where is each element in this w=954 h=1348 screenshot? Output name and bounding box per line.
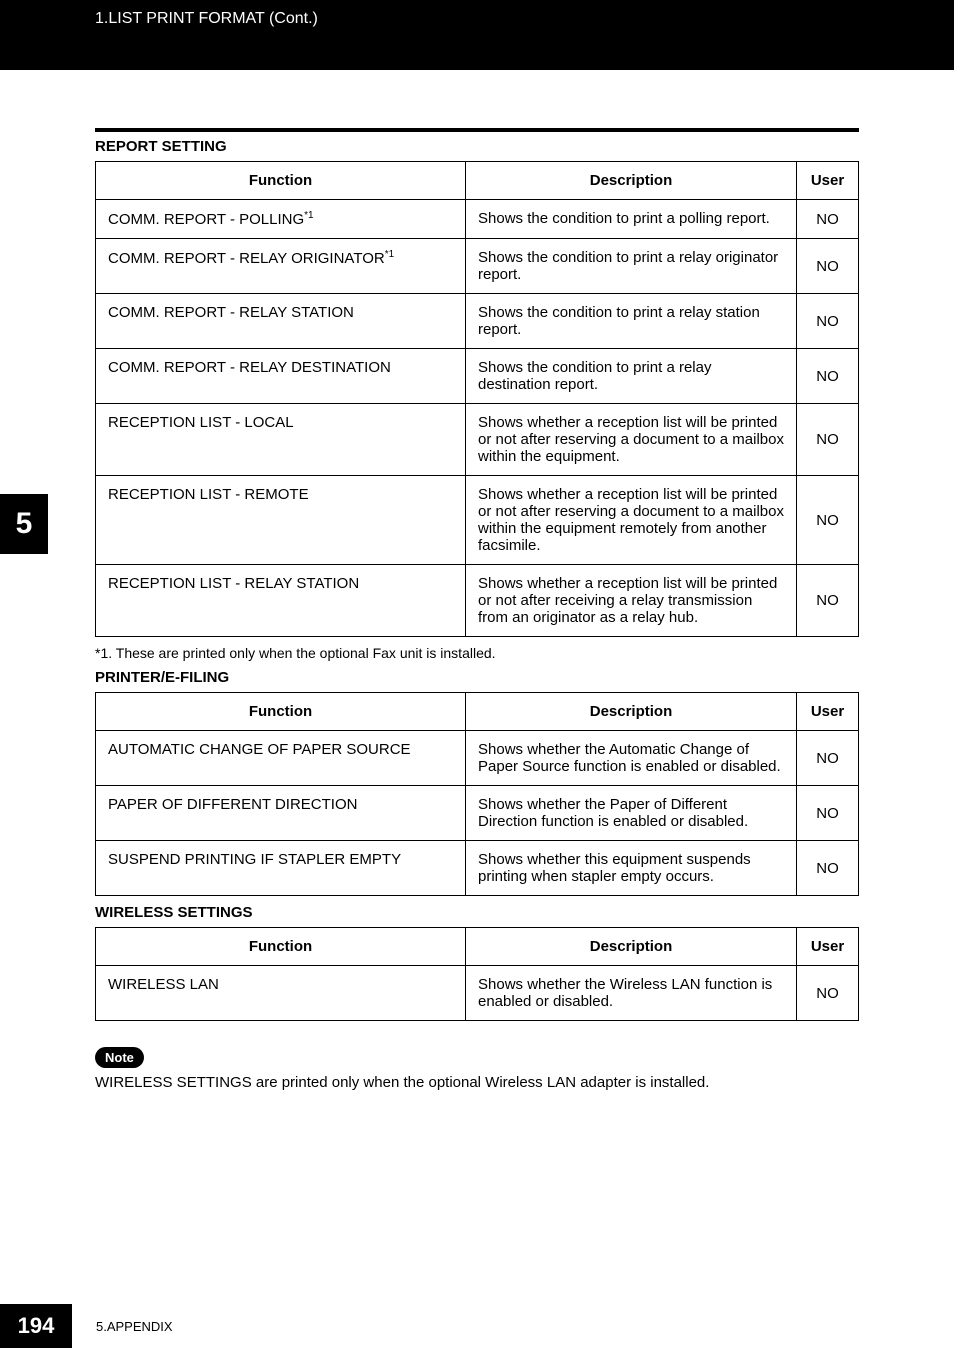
cell-function: WIRELESS LAN	[96, 966, 466, 1021]
report-section-title: REPORT SETTING	[95, 138, 859, 155]
table-row: PAPER OF DIFFERENT DIRECTION Shows wheth…	[96, 786, 859, 841]
func-text: COMM. REPORT - RELAY STATION	[108, 304, 354, 321]
cell-user: NO	[797, 349, 859, 404]
note-text: WIRELESS SETTINGS are printed only when …	[95, 1074, 859, 1091]
cell-function: PAPER OF DIFFERENT DIRECTION	[96, 786, 466, 841]
cell-function: RECEPTION LIST - RELAY STATION	[96, 565, 466, 637]
table-header-row: Function Description User	[96, 928, 859, 966]
table-header-row: Function Description User	[96, 693, 859, 731]
chapter-tab: 5	[0, 494, 48, 554]
cell-function: COMM. REPORT - RELAY ORIGINATOR*1	[96, 239, 466, 294]
table-row: COMM. REPORT - POLLING*1 Shows the condi…	[96, 200, 859, 239]
cell-description: Shows whether a reception list will be p…	[466, 476, 797, 565]
table-header-row: Function Description User	[96, 162, 859, 200]
func-text: COMM. REPORT - RELAY DESTINATION	[108, 359, 391, 376]
col-user: User	[797, 693, 859, 731]
printer-table: Function Description User AUTOMATIC CHAN…	[95, 692, 859, 896]
header-bar: 1.LIST PRINT FORMAT (Cont.)	[0, 0, 954, 70]
chapter-number: 5	[16, 507, 33, 541]
cell-description: Shows the condition to print a relay ori…	[466, 239, 797, 294]
table-row: RECEPTION LIST - LOCAL Shows whether a r…	[96, 404, 859, 476]
col-function: Function	[96, 162, 466, 200]
content-area: REPORT SETTING Function Description User…	[0, 70, 954, 1091]
col-function: Function	[96, 928, 466, 966]
func-text: COMM. REPORT - RELAY ORIGINATOR	[108, 250, 385, 267]
cell-function: COMM. REPORT - RELAY STATION	[96, 294, 466, 349]
cell-user: NO	[797, 200, 859, 239]
func-text: RECEPTION LIST - REMOTE	[108, 486, 309, 503]
cell-user: NO	[797, 404, 859, 476]
cell-description: Shows the condition to print a relay des…	[466, 349, 797, 404]
table-row: AUTOMATIC CHANGE OF PAPER SOURCE Shows w…	[96, 731, 859, 786]
table-row: RECEPTION LIST - REMOTE Shows whether a …	[96, 476, 859, 565]
breadcrumb: 1.LIST PRINT FORMAT (Cont.)	[95, 10, 318, 28]
cell-user: NO	[797, 786, 859, 841]
func-sup: *1	[304, 210, 313, 221]
report-footnote: *1. These are printed only when the opti…	[95, 645, 859, 661]
cell-function: RECEPTION LIST - LOCAL	[96, 404, 466, 476]
cell-user: NO	[797, 966, 859, 1021]
cell-description: Shows whether the Wireless LAN function …	[466, 966, 797, 1021]
col-description: Description	[466, 928, 797, 966]
footer-text: 5.APPENDIX	[96, 1319, 173, 1334]
report-table: Function Description User COMM. REPORT -…	[95, 161, 859, 637]
cell-description: Shows the condition to print a polling r…	[466, 200, 797, 239]
cell-function: SUSPEND PRINTING IF STAPLER EMPTY	[96, 841, 466, 896]
cell-description: Shows whether a reception list will be p…	[466, 404, 797, 476]
func-text: COMM. REPORT - POLLING	[108, 211, 304, 228]
wireless-table: Function Description User WIRELESS LAN S…	[95, 927, 859, 1021]
note-pill: Note	[95, 1047, 144, 1068]
cell-user: NO	[797, 565, 859, 637]
cell-description: Shows the condition to print a relay sta…	[466, 294, 797, 349]
func-sup: *1	[385, 249, 394, 260]
cell-function: COMM. REPORT - RELAY DESTINATION	[96, 349, 466, 404]
func-text: RECEPTION LIST - RELAY STATION	[108, 575, 359, 592]
col-user: User	[797, 928, 859, 966]
col-description: Description	[466, 693, 797, 731]
table-row: RECEPTION LIST - RELAY STATION Shows whe…	[96, 565, 859, 637]
cell-description: Shows whether this equipment suspends pr…	[466, 841, 797, 896]
cell-description: Shows whether the Automatic Change of Pa…	[466, 731, 797, 786]
cell-user: NO	[797, 841, 859, 896]
table-row: COMM. REPORT - RELAY ORIGINATOR*1 Shows …	[96, 239, 859, 294]
cell-user: NO	[797, 731, 859, 786]
cell-function: COMM. REPORT - POLLING*1	[96, 200, 466, 239]
col-user: User	[797, 162, 859, 200]
cell-user: NO	[797, 294, 859, 349]
wireless-section-title: WIRELESS SETTINGS	[95, 904, 859, 921]
cell-user: NO	[797, 476, 859, 565]
cell-function: RECEPTION LIST - REMOTE	[96, 476, 466, 565]
cell-user: NO	[797, 239, 859, 294]
section-rule	[95, 128, 859, 132]
printer-section-title: PRINTER/E-FILING	[95, 669, 859, 686]
cell-function: AUTOMATIC CHANGE OF PAPER SOURCE	[96, 731, 466, 786]
table-row: COMM. REPORT - RELAY STATION Shows the c…	[96, 294, 859, 349]
func-text: RECEPTION LIST - LOCAL	[108, 414, 294, 431]
col-description: Description	[466, 162, 797, 200]
table-row: SUSPEND PRINTING IF STAPLER EMPTY Shows …	[96, 841, 859, 896]
table-row: COMM. REPORT - RELAY DESTINATION Shows t…	[96, 349, 859, 404]
cell-description: Shows whether the Paper of Different Dir…	[466, 786, 797, 841]
cell-description: Shows whether a reception list will be p…	[466, 565, 797, 637]
table-row: WIRELESS LAN Shows whether the Wireless …	[96, 966, 859, 1021]
footer: 194 5.APPENDIX	[0, 1304, 173, 1348]
page-number: 194	[0, 1304, 72, 1348]
col-function: Function	[96, 693, 466, 731]
